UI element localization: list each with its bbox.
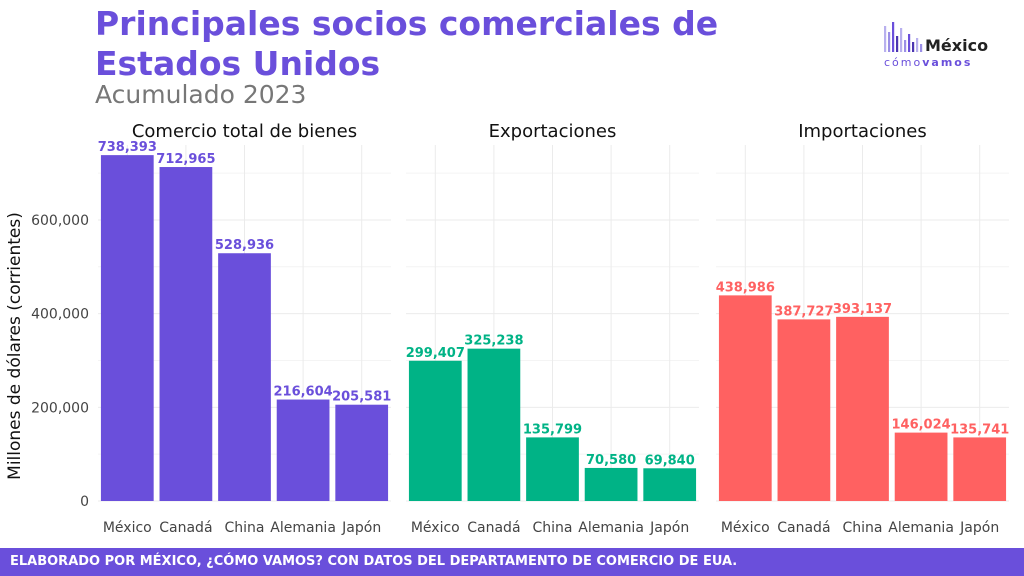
bar xyxy=(335,404,389,501)
bar xyxy=(159,167,213,502)
data-label: 146,024 xyxy=(891,418,950,433)
logo-bar xyxy=(888,32,891,52)
data-label: 69,840 xyxy=(645,453,695,468)
x-tick-label: Japón xyxy=(649,520,689,536)
logo-bar xyxy=(916,38,919,52)
data-label: 438,986 xyxy=(716,280,775,295)
data-label: 205,581 xyxy=(332,390,391,405)
logo-bar xyxy=(912,42,915,52)
bar xyxy=(526,437,579,501)
logo-bar xyxy=(900,28,903,52)
x-tick-label: México xyxy=(721,520,770,536)
bar xyxy=(718,295,772,501)
x-tick-label: Japón xyxy=(341,520,381,536)
bar xyxy=(218,253,271,501)
bar xyxy=(894,432,948,501)
x-tick-label: China xyxy=(225,520,265,536)
y-tick-label: 200,000 xyxy=(31,400,89,416)
logo-text-como: cómo xyxy=(884,56,923,69)
logo-bar xyxy=(884,26,887,52)
logo-text-mexico: México xyxy=(925,36,989,55)
panel-title: Comercio total de bienes xyxy=(132,121,357,142)
logo-bar xyxy=(896,36,899,52)
data-label: 712,965 xyxy=(156,152,215,167)
bar xyxy=(467,348,521,501)
data-label: 299,407 xyxy=(406,346,465,361)
logo-bar xyxy=(892,22,895,52)
panel-title: Exportaciones xyxy=(489,121,617,142)
data-label: 528,936 xyxy=(215,238,274,253)
x-tick-label: China xyxy=(533,520,573,536)
data-label: 216,604 xyxy=(273,385,332,400)
data-label: 393,137 xyxy=(833,302,892,317)
data-label: 387,727 xyxy=(774,304,833,319)
logo-text-como-vamos: cómovamos xyxy=(884,56,972,69)
footer-credit: ELABORADO POR MÉXICO, ¿CÓMO VAMOS? CON D… xyxy=(0,548,1024,576)
x-tick-label: Alemania xyxy=(578,520,644,536)
data-label: 70,580 xyxy=(586,453,636,468)
logo-bars-icon xyxy=(884,22,923,52)
bar xyxy=(100,155,154,502)
chart-panel: Exportaciones 299,407 México 325,238 Canadá 1… xyxy=(406,121,699,536)
bar xyxy=(276,399,330,501)
y-tick-label: 600,000 xyxy=(31,213,89,229)
chart-panel: Importaciones 438,986 México 387,727 Canadá 3… xyxy=(716,121,1010,536)
bar xyxy=(836,316,889,501)
x-tick-label: Canadá xyxy=(467,520,520,536)
y-axis-label-group: Millones de dólares (corrientes) xyxy=(5,212,25,480)
x-tick-label: Canadá xyxy=(777,520,830,536)
x-tick-label: China xyxy=(843,520,883,536)
data-label: 135,741 xyxy=(950,422,1009,437)
logo-bar xyxy=(908,34,911,52)
bar xyxy=(643,468,697,501)
chart-title: Principales socios comerciales de Estado… xyxy=(95,4,719,83)
logo-text-vamos: vamos xyxy=(922,56,973,69)
y-tick-label: 400,000 xyxy=(31,307,89,323)
y-tick-label: 0 xyxy=(80,494,89,510)
x-tick-label: Canadá xyxy=(159,520,212,536)
logo-bar xyxy=(904,40,907,52)
x-tick-label: México xyxy=(103,520,152,536)
trade-partners-chart: Millones de dólares (corrientes) 0 200,00… xyxy=(5,121,1009,536)
bar xyxy=(408,360,462,501)
bar xyxy=(777,319,831,501)
logo-bar xyxy=(920,44,923,52)
x-tick-label: México xyxy=(411,520,460,536)
bar xyxy=(953,437,1007,501)
plot-area: 0 200,000 400,000 600,000 Comercio total de … xyxy=(31,121,1009,536)
x-tick-label: Japón xyxy=(959,520,999,536)
data-label: 738,393 xyxy=(98,140,157,155)
x-tick-label: Alemania xyxy=(270,520,336,536)
x-tick-label: Alemania xyxy=(888,520,954,536)
data-label: 135,799 xyxy=(523,422,582,437)
y-axis-label: Millones de dólares (corrientes) xyxy=(5,212,25,480)
panel-title: Importaciones xyxy=(798,121,927,142)
mexico-como-vamos-logo xyxy=(884,22,923,52)
data-label: 325,238 xyxy=(464,334,523,349)
bar xyxy=(584,467,638,501)
chart-subtitle: Acumulado 2023 xyxy=(95,80,307,109)
